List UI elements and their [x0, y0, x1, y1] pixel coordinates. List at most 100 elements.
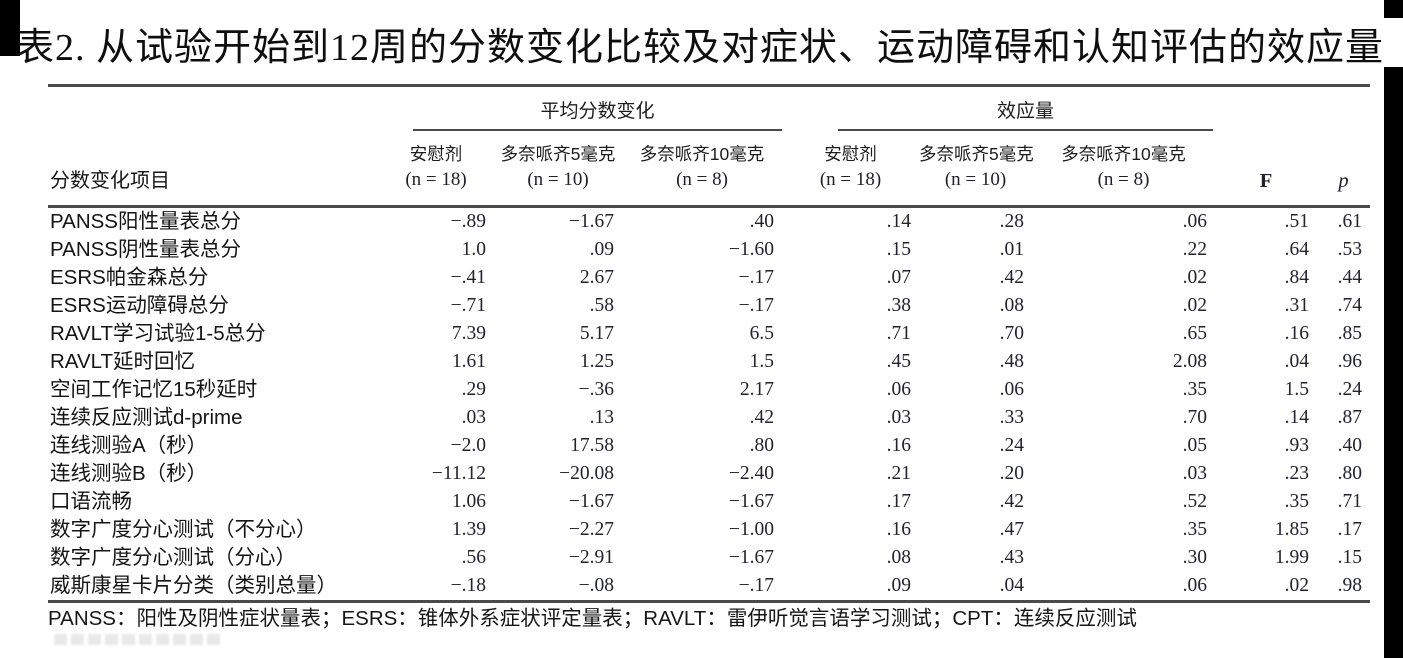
cell-value: .71: [1337, 491, 1363, 512]
table-footnote: PANSS：阳性及阴性症状量表；ESRS：锥体外系症状评定量表；RAVLT：雷伊…: [48, 607, 1137, 630]
cell-value: .02: [1182, 267, 1208, 288]
table-row: 空间工作记忆15秒延时 .29 −.36 2.17 .06 .06 .35 1.5 .24: [48, 376, 1370, 404]
cell-value: −2.91: [568, 547, 614, 568]
cell-value: .17: [1337, 519, 1363, 540]
cell-value: .38: [886, 295, 911, 316]
row-label: 数字广度分心测试（分心）: [50, 546, 296, 569]
cell-value: .31: [1284, 295, 1310, 316]
column-header-donepezil5-mean: 多奈哌齐5毫克: [500, 144, 616, 164]
row-label: ESRS帕金森总分: [50, 266, 209, 289]
column-header-p: p: [1317, 85, 1371, 208]
column-header-donepezil5-es: 多奈哌齐5毫克: [919, 144, 1034, 164]
cell-value: .14: [886, 211, 911, 232]
group-header-row: 分数变化项目 平均分数变化 效应量 F p: [48, 85, 1371, 208]
n-placebo-es: (n = 18): [782, 166, 919, 208]
n-donepezil10-es: (n = 8): [1032, 166, 1216, 208]
cell-value: .05: [1182, 435, 1208, 456]
cell-value: .43: [999, 547, 1024, 568]
cell-value: −1.00: [728, 519, 774, 540]
cell-value: 1.39: [451, 519, 486, 540]
cell-value: .47: [999, 519, 1024, 540]
cell-value: −11.12: [431, 463, 486, 484]
cell-value: −20.08: [559, 463, 614, 484]
table-row: 连线测验B（秒） −11.12 −20.08 −2.40 .21 .20 .03 .23 .80: [48, 460, 1370, 488]
cell-value: 1.85: [1274, 519, 1310, 540]
cell-value: .74: [1337, 295, 1363, 316]
cell-value: .16: [886, 519, 911, 540]
cell-value: .02: [1215, 572, 1318, 603]
cell-value: .13: [589, 407, 614, 428]
cell-value: .48: [999, 351, 1024, 372]
cell-value: .80: [1337, 463, 1363, 484]
cell-value: .06: [1182, 211, 1208, 232]
cell-value: −1.60: [728, 239, 774, 260]
table-row: 威斯康星卡片分类（类别总量） −.18 −.08 −.17.09.04.06.02.9…: [48, 572, 1371, 603]
cell-value: .22: [1182, 239, 1208, 260]
table-title: 表2. 从试验开始到12周的分数变化比较及对症状、运动障碍和认知评估的效应量: [16, 27, 1385, 69]
cell-value: .44: [1337, 267, 1363, 288]
cell-value: −.41: [450, 267, 486, 288]
n-placebo-mean: (n = 18): [378, 166, 494, 208]
cell-value: .28: [999, 211, 1024, 232]
cell-value: 2.67: [579, 267, 614, 288]
table-body: PANSS阳性量表总分 −.89 −1.67.40.14.28.06.51.61 PA…: [48, 207, 1371, 603]
cell-value: 1.5: [749, 351, 774, 372]
scan-artifact-top-left: [0, 0, 20, 56]
cell-value: 2.17: [739, 379, 774, 400]
table-row: 连续反应测试d-prime .03 .13 .42 .03 .33 .70 .14 .87: [48, 404, 1370, 432]
cell-value: .06: [999, 379, 1024, 400]
row-label: RAVLT延时回忆: [50, 350, 196, 373]
cell-value: .56: [461, 547, 486, 568]
table-row: 数字广度分心测试（分心） .56 −2.91 −1.67 .08 .43 .30 1.99 .1…: [48, 544, 1370, 572]
row-label: 口语流畅: [50, 490, 132, 513]
cell-value: .15: [1337, 547, 1363, 568]
scan-artifact-right-top: [1384, 0, 1403, 18]
cell-value: −2.40: [728, 463, 774, 484]
table-row: ESRS帕金森总分 −.41 2.67 −.17 .07 .42 .02 .84 .44: [48, 264, 1370, 292]
cell-value: −.18: [378, 572, 494, 603]
cell-value: .20: [999, 463, 1024, 484]
cell-value: .06: [886, 379, 911, 400]
group-header-effect-size: 效应量: [782, 86, 1215, 131]
cell-value: .14: [1284, 407, 1310, 428]
sample-size-row: (n = 18) (n = 10) (n = 8) (n = 18) (n = …: [48, 166, 1370, 208]
cell-value: .03: [461, 407, 486, 428]
cell-value: −1.67: [568, 211, 614, 232]
cell-value: .85: [1337, 323, 1363, 344]
cell-value: .07: [886, 267, 911, 288]
cell-value: .09: [589, 239, 614, 260]
cell-value: 1.5: [1284, 379, 1310, 400]
cell-value: .87: [1337, 407, 1363, 428]
row-label: 空间工作记忆15秒延时: [50, 378, 258, 401]
cell-value: .51: [1284, 211, 1310, 232]
cell-value: −.71: [450, 295, 486, 316]
cell-value: −.17: [738, 267, 774, 288]
cell-value: .17: [886, 491, 911, 512]
cell-value: .35: [1182, 519, 1208, 540]
cell-value: .16: [886, 435, 911, 456]
cell-value: .23: [1284, 463, 1310, 484]
group-header-mean-change: 平均分数变化: [378, 86, 782, 131]
cell-value: .70: [1182, 407, 1208, 428]
n-donepezil5-mean: (n = 10): [494, 166, 622, 208]
cell-value: 1.06: [451, 491, 486, 512]
table-row: RAVLT延时回忆 1.61 1.25 1.5 .45 .48 2.08 .04 .96: [48, 348, 1370, 376]
row-label: RAVLT学习试验1-5总分: [50, 322, 266, 345]
cell-value: −.17: [738, 295, 774, 316]
results-table: 分数变化项目 平均分数变化 效应量 F p 安慰剂 多奈哌齐5毫克 多奈哌齐10…: [48, 84, 1371, 603]
cell-value: 7.39: [451, 323, 486, 344]
cell-value: .58: [589, 295, 614, 316]
cell-value: .08: [886, 547, 911, 568]
n-donepezil10-mean: (n = 8): [622, 166, 782, 208]
cell-value: .70: [999, 323, 1024, 344]
cell-value: −1.67: [728, 547, 774, 568]
group-header-effect-size-label: 效应量: [838, 87, 1214, 131]
cell-value: .65: [1182, 323, 1208, 344]
cell-value: .30: [1182, 547, 1208, 568]
table-row: PANSS阳性量表总分 −.89 −1.67 .40 .14 .28 .06 .51 .61: [48, 207, 1370, 237]
cell-value: .45: [886, 351, 911, 372]
cell-value: 1.99: [1274, 547, 1310, 568]
cell-value: .16: [1284, 323, 1310, 344]
cell-value: .35: [1182, 379, 1208, 400]
cell-value: .42: [999, 491, 1024, 512]
